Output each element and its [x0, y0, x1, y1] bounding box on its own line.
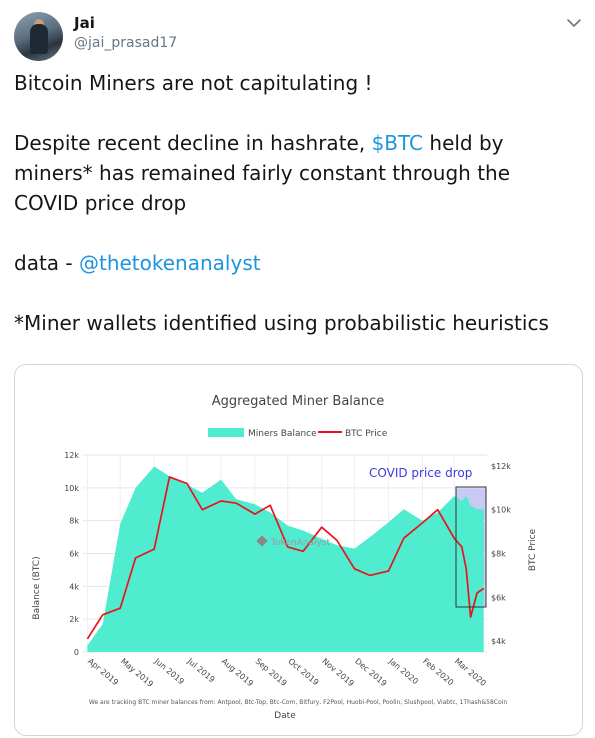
tweet-line-2-end: held by	[423, 131, 504, 155]
x-tick-label: May 2019	[119, 657, 155, 689]
x-tick-label: Dec 2019	[353, 657, 388, 689]
y-right-ticks: $4k $6k $8k $10k $12k	[491, 462, 511, 646]
y-left-ticks: 0 2k 4k 6k 8k 10k 12k	[64, 451, 79, 657]
covid-highlight-border	[455, 486, 487, 608]
covid-annotation: COVID price drop	[369, 466, 472, 480]
tweet-line-3: miners* has remained fairly constant thr…	[14, 161, 511, 185]
x-axis-label: Date	[274, 711, 296, 721]
chart-card[interactable]: Aggregated Miner Balance Miners Balance …	[14, 364, 583, 736]
x-tick-label: Jun 2019	[152, 656, 186, 686]
x-tick-label: Apr 2019	[86, 657, 120, 688]
miners-balance-area	[87, 466, 484, 652]
tweet-line-2: Despite recent decline in hashrate, $BTC…	[14, 131, 504, 155]
legend-label-price: BTC Price	[345, 429, 388, 439]
legend-swatch-balance	[208, 428, 244, 437]
y-left-label: Balance (BTC)	[32, 556, 42, 619]
tweet-line-2-start: Despite recent decline in hashrate,	[14, 131, 372, 155]
x-tick-label: Jul 2019	[185, 656, 216, 684]
chart-footnote: We are tracking BTC miner balances from:…	[89, 699, 507, 706]
y-left-tick-label: 4k	[69, 582, 79, 591]
avatar-figure	[30, 24, 48, 54]
tweet-footnote: *Miner wallets identified using probabil…	[14, 311, 549, 335]
btc-price-line	[86, 476, 485, 640]
y-left-tick-label: 12k	[64, 451, 79, 460]
chart: Aggregated Miner Balance Miners Balance …	[32, 394, 538, 721]
watermark-text: TokenAnalyst	[270, 538, 330, 548]
tweet-line-data: data - @thetokenanalyst	[14, 251, 261, 275]
x-tick-label: Oct 2019	[286, 657, 320, 688]
tweet-line-4: COVID price drop	[14, 191, 187, 215]
data-prefix: data -	[14, 251, 79, 275]
legend-label-balance: Miners Balance	[248, 429, 317, 439]
x-tick-label: Feb 2020	[421, 657, 455, 688]
y-right-tick-label: $8k	[491, 550, 506, 559]
watermark-logo	[256, 535, 268, 547]
x-tick-label: Nov 2019	[320, 657, 355, 689]
chart-title: Aggregated Miner Balance	[212, 394, 385, 409]
x-tick-label: Sep 2019	[254, 657, 289, 688]
chevron-down-icon[interactable]	[565, 14, 583, 32]
cashtag-link[interactable]: $BTC	[371, 131, 424, 155]
y-right-tick-label: $6k	[491, 593, 506, 602]
mention-link[interactable]: @thetokenanalyst	[78, 251, 261, 275]
y-right-tick-label: $10k	[491, 506, 511, 515]
y-left-tick-label: 8k	[69, 517, 79, 526]
y-right-tick-label: $12k	[491, 462, 511, 471]
watermark: TokenAnalyst	[256, 535, 330, 548]
y-left-tick-label: 6k	[69, 550, 79, 559]
y-left-tick-label: 2k	[69, 615, 79, 624]
x-tick-label: Jan 2020	[386, 656, 420, 686]
x-tick-label: Mar 2020	[453, 657, 488, 688]
user-name[interactable]: Jai	[74, 14, 95, 32]
y-left-tick-label: 0	[74, 648, 79, 657]
y-right-label: BTC Price	[528, 528, 538, 571]
tweet-line-1: Bitcoin Miners are not capitulating !	[14, 71, 373, 95]
x-tick-label: Aug 2019	[220, 657, 255, 689]
avatar[interactable]	[14, 12, 63, 61]
y-right-tick-label: $4k	[491, 637, 506, 646]
user-handle[interactable]: @jai_prasad17	[74, 35, 178, 51]
y-left-tick-label: 10k	[64, 484, 79, 493]
